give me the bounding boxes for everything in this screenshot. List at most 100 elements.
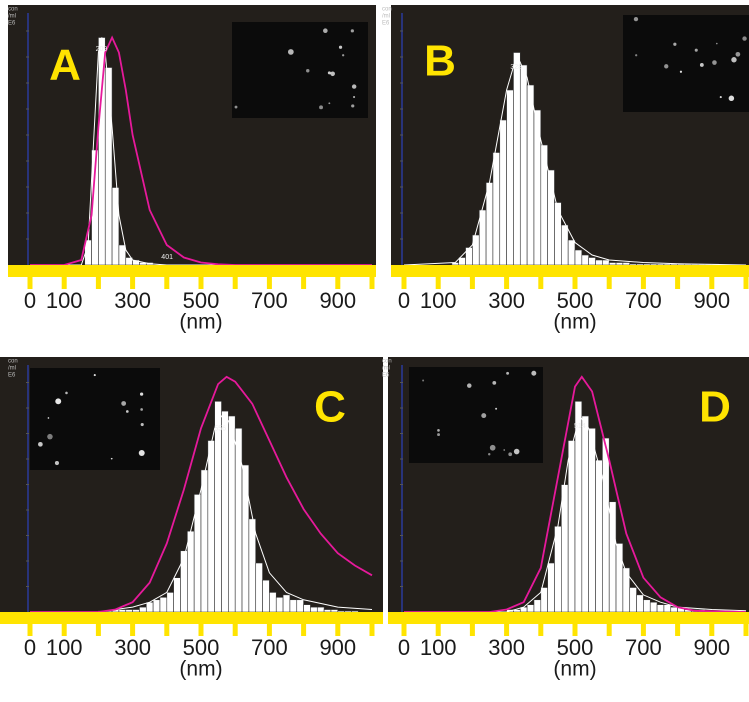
histogram-bar bbox=[214, 400, 222, 613]
x-tick bbox=[95, 277, 101, 289]
histogram-bar bbox=[228, 415, 236, 613]
y-axis-label: E6 bbox=[8, 21, 16, 27]
inset-particle bbox=[467, 383, 472, 388]
x-tick-label: 300 bbox=[114, 635, 151, 660]
y-axis-label: /ml bbox=[8, 366, 16, 372]
histogram-bar bbox=[663, 604, 672, 613]
histogram-bar bbox=[554, 202, 562, 266]
inset-particle bbox=[437, 429, 440, 432]
x-axis-label: (nm) bbox=[553, 658, 596, 681]
inset-image bbox=[30, 368, 160, 470]
histogram-bar bbox=[513, 52, 521, 266]
histogram-bar bbox=[337, 610, 345, 613]
histogram-bar bbox=[636, 594, 644, 613]
histogram-bar bbox=[139, 606, 147, 613]
x-tick-label: 300 bbox=[114, 288, 151, 313]
histogram-bar bbox=[248, 518, 257, 613]
x-tick bbox=[301, 624, 307, 636]
histogram-bar bbox=[159, 596, 168, 613]
inset-particle bbox=[121, 401, 127, 406]
x-tick-label: 300 bbox=[488, 288, 525, 313]
x-tick bbox=[266, 277, 272, 289]
histogram-bar bbox=[615, 262, 624, 266]
inset-particle bbox=[319, 105, 323, 110]
inset-particle bbox=[351, 104, 355, 108]
x-tick-label: 900 bbox=[319, 635, 356, 660]
panel-letter: B bbox=[424, 37, 456, 86]
inset-particle bbox=[735, 51, 741, 57]
inset-particle bbox=[55, 398, 62, 405]
x-tick bbox=[130, 624, 136, 636]
histogram-bar bbox=[547, 169, 555, 266]
histogram-bar bbox=[567, 239, 576, 266]
x-tick bbox=[538, 277, 544, 289]
inset-particle bbox=[327, 71, 331, 75]
x-tick bbox=[401, 624, 407, 636]
histogram-bar bbox=[330, 609, 339, 613]
x-tick-label: 100 bbox=[46, 635, 83, 660]
x-tick bbox=[538, 624, 544, 636]
peak-label: 556 bbox=[214, 425, 226, 432]
inset-particle bbox=[503, 449, 506, 451]
inset-particle bbox=[350, 29, 354, 33]
peak-label: 514 bbox=[574, 423, 586, 430]
inset-particle bbox=[140, 422, 144, 427]
x-tick bbox=[198, 624, 204, 636]
x-tick bbox=[640, 624, 646, 636]
x-tick bbox=[572, 277, 578, 289]
x-tick bbox=[572, 624, 578, 636]
x-tick bbox=[606, 277, 612, 289]
inset-particle bbox=[139, 392, 144, 396]
x-tick bbox=[435, 277, 441, 289]
histogram-bar bbox=[506, 89, 514, 266]
y-axis-label: con bbox=[382, 7, 392, 13]
histogram-bar bbox=[622, 262, 631, 266]
histogram-bar bbox=[152, 599, 161, 613]
x-tick bbox=[709, 277, 715, 289]
histogram-bar bbox=[581, 254, 589, 266]
inset-particle bbox=[508, 452, 513, 457]
inset-particle bbox=[506, 371, 510, 375]
histogram-bar bbox=[465, 247, 473, 266]
x-tick-label: 500 bbox=[557, 635, 594, 660]
inset-particle bbox=[481, 413, 487, 419]
x-tick bbox=[743, 277, 749, 289]
histogram-bar bbox=[344, 610, 352, 613]
histogram-bar bbox=[262, 579, 270, 613]
histogram-bar bbox=[241, 464, 250, 613]
y-axis-label: E6 bbox=[382, 21, 390, 27]
histogram-bar bbox=[595, 459, 603, 613]
inset-particle bbox=[323, 28, 328, 34]
x-tick-label: 0 bbox=[24, 635, 36, 660]
x-tick bbox=[301, 277, 307, 289]
inset-particle bbox=[54, 461, 59, 466]
x-tick bbox=[469, 277, 475, 289]
x-tick bbox=[606, 624, 612, 636]
histogram-bar bbox=[526, 84, 535, 266]
x-tick-label: 100 bbox=[420, 635, 457, 660]
x-tick bbox=[675, 624, 681, 636]
x-tick bbox=[164, 624, 170, 636]
histogram-bar bbox=[588, 257, 596, 266]
fit-curve bbox=[30, 375, 373, 613]
inset-particle bbox=[234, 105, 238, 109]
histogram-bar bbox=[567, 440, 576, 613]
histogram-bar bbox=[581, 415, 589, 613]
histogram-bar bbox=[296, 599, 304, 613]
inset-particle bbox=[437, 433, 440, 437]
inset-image bbox=[623, 15, 749, 112]
histogram-bar bbox=[656, 263, 665, 266]
x-axis-label: (nm) bbox=[179, 311, 222, 334]
x-tick-label: 0 bbox=[398, 635, 410, 660]
panel-letter: A bbox=[49, 41, 81, 90]
y-axis-label: E6 bbox=[8, 373, 16, 379]
histogram-bar bbox=[200, 469, 209, 613]
x-axis-label: (nm) bbox=[553, 311, 596, 334]
inset-particle bbox=[731, 57, 737, 63]
peak-label: 328 bbox=[510, 64, 522, 71]
fit-curve bbox=[403, 53, 747, 266]
panel-letter: C bbox=[314, 383, 346, 432]
